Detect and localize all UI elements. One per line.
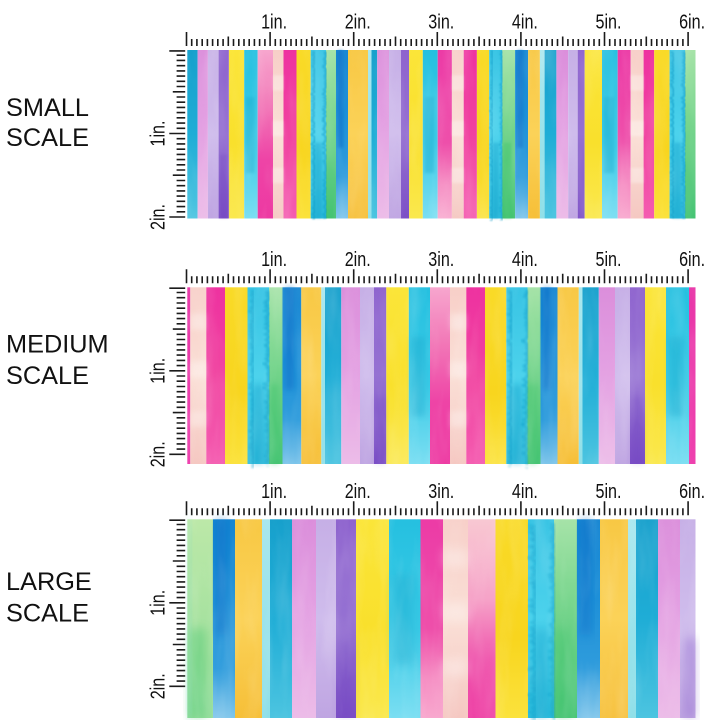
svg-text:5in.: 5in. — [596, 248, 622, 271]
svg-text:2in.: 2in. — [147, 441, 170, 467]
svg-text:1in.: 1in. — [147, 590, 170, 616]
svg-text:5in.: 5in. — [596, 11, 622, 34]
svg-text:SCALE: SCALE — [6, 124, 89, 152]
svg-text:4in.: 4in. — [512, 480, 538, 503]
svg-text:6in.: 6in. — [679, 248, 705, 271]
svg-text:MEDIUM: MEDIUM — [6, 331, 109, 359]
svg-text:2in.: 2in. — [345, 11, 371, 34]
svg-text:2in.: 2in. — [345, 248, 371, 271]
svg-text:1in.: 1in. — [261, 11, 287, 34]
svg-text:SMALL: SMALL — [6, 94, 89, 122]
svg-text:3in.: 3in. — [428, 11, 454, 34]
svg-text:4in.: 4in. — [512, 248, 538, 271]
svg-text:2in.: 2in. — [147, 673, 170, 699]
svg-text:1in.: 1in. — [147, 121, 170, 147]
svg-text:LARGE: LARGE — [6, 568, 92, 596]
svg-text:1in.: 1in. — [147, 358, 170, 384]
svg-text:2in.: 2in. — [345, 480, 371, 503]
svg-text:3in.: 3in. — [428, 480, 454, 503]
svg-text:3in.: 3in. — [428, 248, 454, 271]
svg-text:2in.: 2in. — [147, 204, 170, 230]
svg-text:5in.: 5in. — [596, 480, 622, 503]
svg-text:6in.: 6in. — [679, 480, 705, 503]
svg-text:4in.: 4in. — [512, 11, 538, 34]
svg-text:SCALE: SCALE — [6, 599, 89, 627]
svg-text:6in.: 6in. — [679, 11, 705, 34]
svg-text:1in.: 1in. — [261, 480, 287, 503]
svg-text:SCALE: SCALE — [6, 362, 89, 390]
svg-text:1in.: 1in. — [261, 248, 287, 271]
